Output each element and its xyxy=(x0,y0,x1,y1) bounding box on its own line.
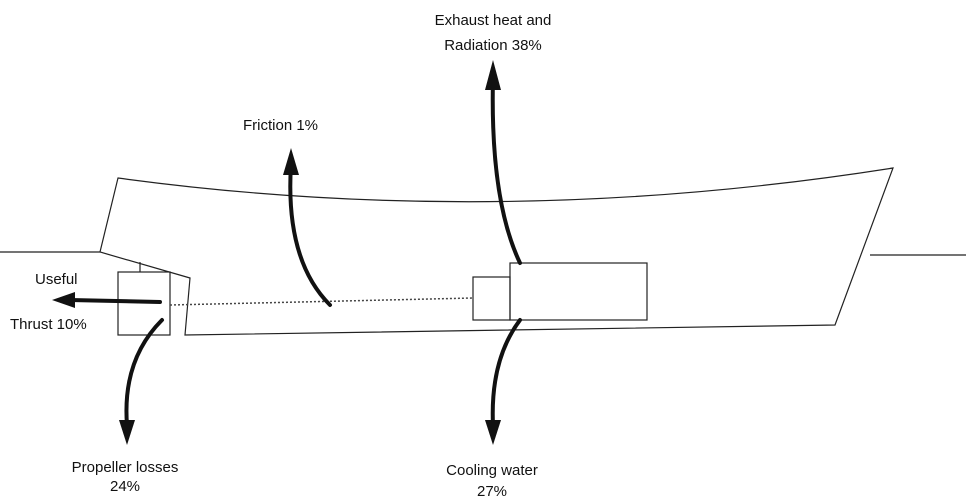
arrow-head xyxy=(283,148,299,175)
label: Radiation 38% xyxy=(444,37,542,54)
arrow-head xyxy=(119,420,135,445)
label: Friction 1% xyxy=(243,117,318,134)
cooling-arrow xyxy=(490,318,522,427)
arrow-head xyxy=(52,292,75,308)
engine xyxy=(509,262,648,321)
arrow-head xyxy=(485,60,501,90)
gearbox xyxy=(472,276,511,321)
shaft xyxy=(169,297,474,306)
rudder xyxy=(117,271,171,336)
hull xyxy=(99,167,894,336)
label: Thrust 10% xyxy=(10,316,87,333)
friction-arrow xyxy=(288,163,332,307)
exhaust-arrow xyxy=(490,76,522,265)
label: Exhaust heat and xyxy=(435,12,552,29)
thrust-arrow xyxy=(68,298,162,304)
label: 24% xyxy=(110,478,140,495)
arrow-head xyxy=(485,420,501,445)
label: Useful xyxy=(35,271,78,288)
label: Propeller losses xyxy=(72,459,179,476)
propeller-arrow xyxy=(124,318,164,427)
label: 27% xyxy=(477,483,507,500)
label: Cooling water xyxy=(446,462,538,479)
